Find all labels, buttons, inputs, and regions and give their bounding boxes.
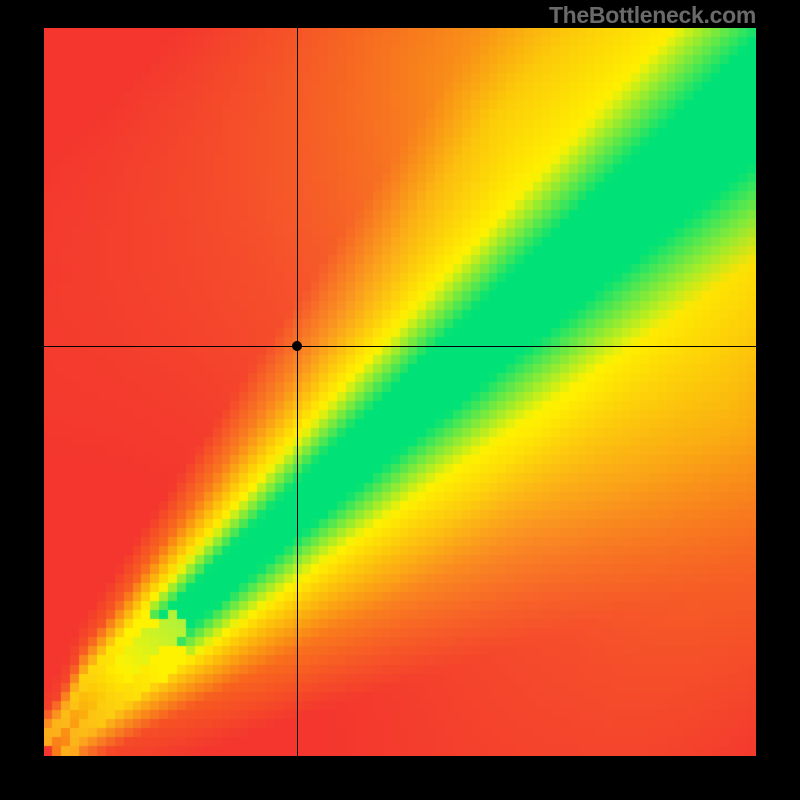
crosshair-vertical — [297, 28, 298, 756]
heatmap-canvas — [44, 28, 756, 756]
crosshair-horizontal — [44, 346, 756, 347]
crosshair-marker-dot — [292, 341, 302, 351]
heatmap-plot-area — [44, 28, 756, 756]
watermark-text: TheBottleneck.com — [549, 2, 756, 29]
